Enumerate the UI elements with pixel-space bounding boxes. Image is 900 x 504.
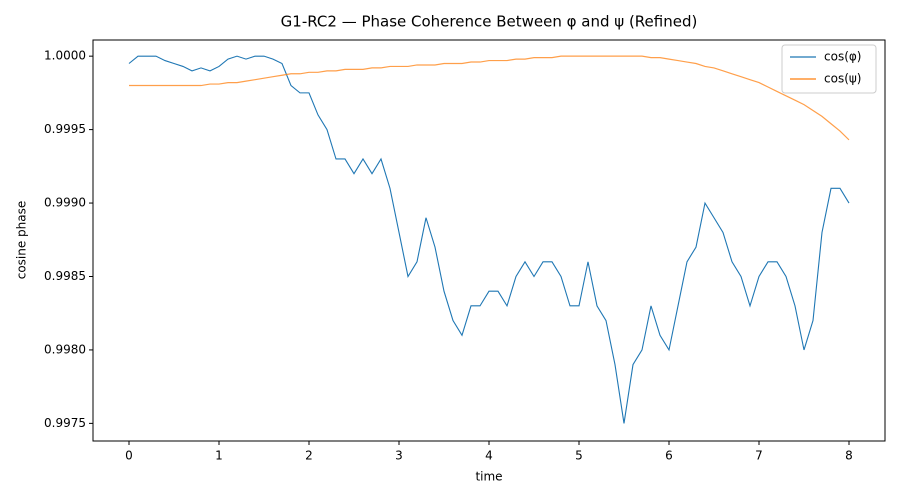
x-tick-label: 4 [485, 449, 493, 463]
x-tick-label: 8 [845, 449, 853, 463]
x-tick-label: 7 [755, 449, 763, 463]
plot-frame [92, 39, 886, 442]
legend-label: cos(ψ) [824, 72, 861, 86]
y-tick-label: 0.9980 [44, 342, 86, 356]
x-tick-label: 6 [665, 449, 673, 463]
x-tick-label: 5 [575, 449, 583, 463]
data-line [128, 55, 850, 424]
y-tick-label: 1.0000 [44, 49, 86, 63]
x-axis-label: time [475, 470, 502, 484]
y-tick-label: 0.9990 [44, 196, 86, 210]
x-tick-label: 1 [215, 449, 223, 463]
y-tick-label: 0.9985 [44, 269, 86, 283]
chart-title: G1-RC2 — Phase Coherence Between φ and ψ… [281, 13, 698, 31]
y-tick-label: 0.9995 [44, 122, 86, 136]
x-tick-label: 0 [125, 449, 133, 463]
y-axis-label: cosine phase [15, 201, 29, 280]
x-tick-label: 3 [395, 449, 403, 463]
x-tick-label: 2 [305, 449, 313, 463]
legend-label: cos(φ) [824, 50, 861, 64]
y-tick-label: 0.9975 [44, 416, 86, 430]
data-line [129, 55, 850, 141]
